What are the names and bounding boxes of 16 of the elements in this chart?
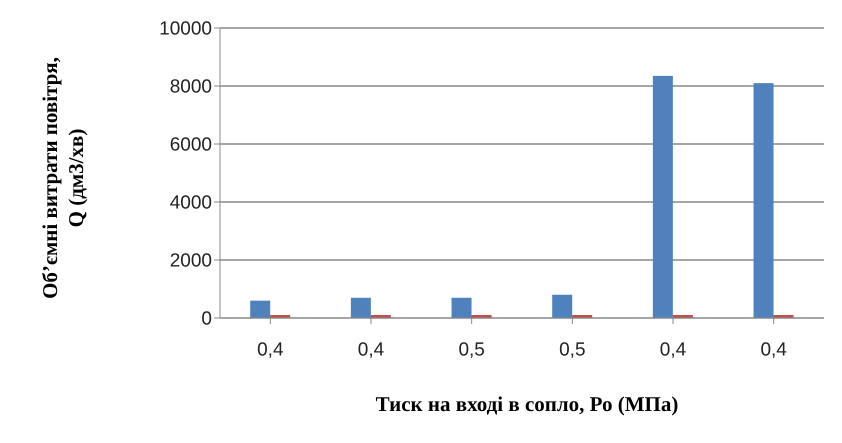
x-tick-label: 0,5 [458,339,485,360]
y-tick-label: 6000 [170,134,212,156]
x-tick-label: 0,5 [559,339,586,360]
y-tick-label: 8000 [170,76,212,98]
x-axis-title: Тиск на вході в сопло, Ро (МПа) [374,392,680,417]
y-tick-label: 4000 [170,192,212,214]
x-tick-label: 0,4 [358,339,385,360]
x-tick-label: 0,4 [257,339,284,360]
bar [754,83,774,318]
y-tick-label: 0 [201,308,212,330]
y-tick-label: 10000 [159,18,212,40]
y-tick-label: 2000 [170,250,212,272]
x-tick-label: 0,4 [760,339,788,360]
bar [652,76,673,318]
y-axis-title: Об’ємні витрати повітря, Q (дм3/хв) [37,57,89,299]
x-tick-label: 0,4 [660,339,687,360]
